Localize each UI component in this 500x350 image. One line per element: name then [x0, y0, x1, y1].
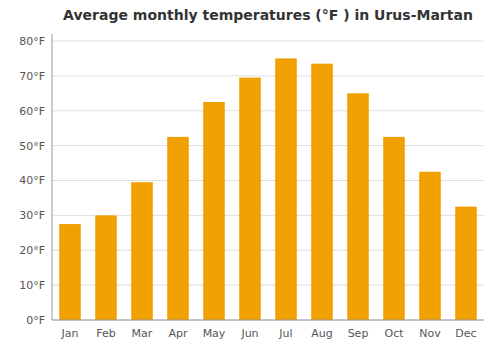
y-tick-label: 0°F: [26, 314, 45, 327]
x-tick-label: May: [203, 327, 226, 340]
y-tick-label: 50°F: [19, 140, 45, 153]
grid-line: [52, 75, 484, 76]
y-tick-label: 30°F: [19, 209, 45, 222]
bar: [455, 207, 477, 320]
x-tick-label: Jul: [278, 327, 292, 340]
grid-line: [52, 110, 484, 111]
grid-line: [52, 145, 484, 146]
bar: [347, 93, 369, 320]
title: Average monthly temperatures (°F ) in Ur…: [63, 7, 473, 23]
bar: [383, 137, 405, 320]
bar: [311, 64, 333, 320]
bar: [59, 224, 81, 320]
bar: [275, 58, 297, 320]
grid-line: [52, 320, 484, 321]
grid-line: [52, 40, 484, 41]
bar: [131, 182, 153, 320]
x-tick-label: Nov: [419, 327, 441, 340]
x-tick-label: Mar: [132, 327, 153, 340]
x-tick-label: Feb: [96, 327, 115, 340]
y-tick-label: 40°F: [19, 174, 45, 187]
grid: [52, 41, 484, 320]
bar: [167, 137, 189, 320]
x-tick-label: Jan: [61, 327, 79, 340]
chart: Average monthly temperatures (°F ) in Ur…: [0, 0, 500, 350]
y-tick-label: 20°F: [19, 244, 45, 257]
y-axis-line: [52, 34, 53, 320]
y-tick-label: 60°F: [19, 105, 45, 118]
x-tick-label: Sep: [348, 327, 369, 340]
bar: [95, 215, 117, 320]
bar: [239, 78, 261, 320]
x-tick-label: Aug: [311, 327, 332, 340]
x-tick-label: Dec: [455, 327, 476, 340]
bar: [419, 172, 441, 320]
bars: [59, 58, 477, 320]
y-tick-label: 10°F: [19, 279, 45, 292]
x-axis-line: [52, 320, 484, 321]
x-tick-label: Apr: [168, 327, 188, 340]
y-tick-label: 70°F: [19, 70, 45, 83]
x-tick-label: Oct: [384, 327, 404, 340]
bar: [203, 102, 225, 320]
x-tick-label: Jun: [240, 327, 258, 340]
y-tick-label: 80°F: [19, 35, 45, 48]
chart-container: Average monthly temperatures (°F ) in Ur…: [0, 0, 500, 350]
